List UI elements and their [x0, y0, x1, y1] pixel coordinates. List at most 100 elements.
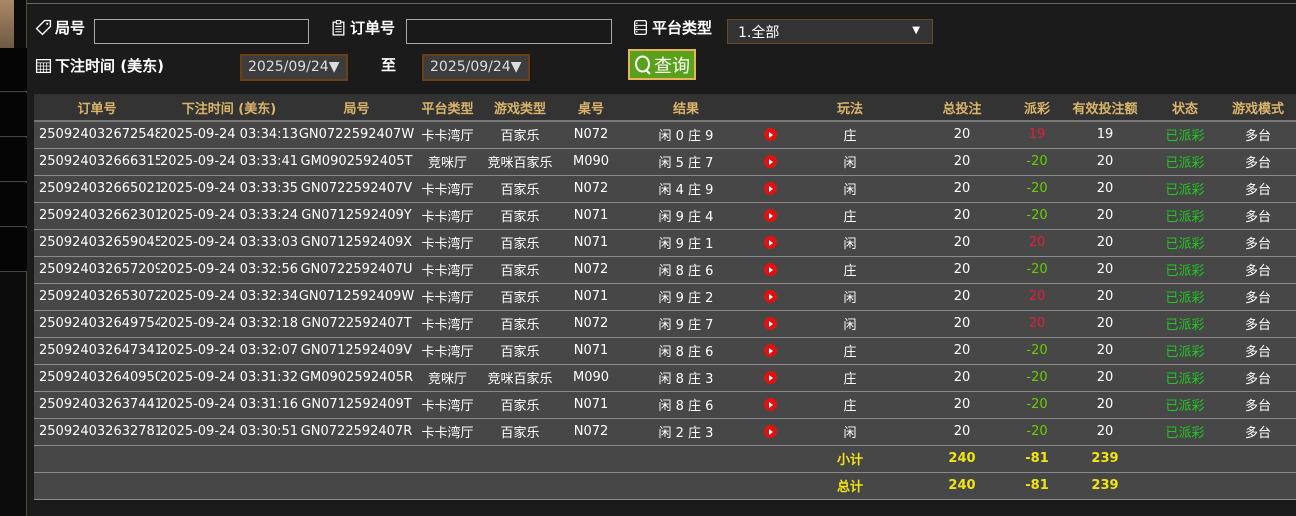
table-row[interactable]: 250924032665021 2025-09-24 03:33:35 GN0722… [34, 175, 1296, 203]
play-cell[interactable] [750, 175, 790, 203]
date-from-picker[interactable]: 2025/09/24▼ [240, 54, 348, 81]
play-video-icon[interactable] [763, 290, 777, 303]
search-icon [635, 55, 651, 75]
platform-select[interactable]: 1.全部 ▼ [727, 19, 933, 44]
payout-cell: 20 [1014, 310, 1060, 338]
game-mode-cell: 多台 [1220, 202, 1296, 230]
subtotal-cell [34, 445, 160, 473]
game-mode-cell: 多台 [1220, 310, 1296, 338]
game-mode-cell: 多台 [1220, 391, 1296, 419]
play-cell[interactable] [750, 283, 790, 311]
sidebar-tab[interactable] [0, 138, 27, 182]
payout-cell: -20 [1014, 391, 1060, 419]
column-header: 状态 [1150, 94, 1220, 122]
play-video-icon[interactable] [763, 182, 777, 195]
table-row[interactable]: 250924032672548 2025-09-24 03:34:13 GN0722… [34, 121, 1296, 149]
status-cell: 已派彩 [1150, 418, 1220, 446]
order-input[interactable] [406, 19, 612, 44]
subtotal-cell [1220, 445, 1296, 473]
game-mode-cell: 多台 [1220, 121, 1296, 149]
round-input[interactable] [94, 19, 309, 44]
table-row[interactable]: 250924032653072 2025-09-24 03:32:34 GN0712… [34, 283, 1296, 311]
result-cell: 闲 5 庄 7 [622, 148, 750, 176]
play-cell[interactable] [750, 418, 790, 446]
sidebar-active-tab[interactable] [0, 0, 14, 48]
table-row[interactable]: 250924032632781 2025-09-24 03:30:51 GN0722… [34, 418, 1296, 446]
table-row[interactable]: 250924032659045 2025-09-24 03:33:03 GN0712… [34, 229, 1296, 257]
play-video-icon[interactable] [763, 425, 777, 438]
status-cell: 已派彩 [1150, 148, 1220, 176]
play-cell[interactable] [750, 310, 790, 338]
total-bet-cell: 20 [910, 283, 1014, 311]
table-id-cell: M090 [560, 148, 622, 176]
query-button[interactable]: 查询 [628, 49, 696, 80]
payout-cell: 19 [1014, 121, 1060, 149]
play-cell[interactable] [750, 364, 790, 392]
game-type-cell: 竞咪百家乐 [480, 148, 560, 176]
play-video-icon[interactable] [763, 344, 777, 357]
play-video-icon[interactable] [763, 128, 777, 142]
table-row[interactable]: 250924032637441 2025-09-24 03:31:16 GN0712… [34, 391, 1296, 419]
play-video-icon[interactable] [763, 371, 777, 384]
sidebar-tab[interactable] [0, 183, 27, 227]
game-mode-cell: 多台 [1220, 229, 1296, 257]
play-video-icon[interactable] [763, 236, 777, 249]
platform-cell: 卡卡湾厅 [415, 418, 480, 446]
valid-bet-cell: 20 [1060, 418, 1150, 446]
bet-type-cell: 闲 [790, 175, 910, 203]
date-to-picker[interactable]: 2025/09/24▼ [422, 54, 530, 81]
payout-cell: -20 [1014, 175, 1060, 203]
bet-type-cell: 庄 [790, 202, 910, 230]
payout-cell: 20 [1014, 283, 1060, 311]
play-video-icon[interactable] [763, 155, 777, 168]
play-cell[interactable] [750, 202, 790, 230]
clipboard-icon [332, 20, 345, 36]
play-cell[interactable] [750, 256, 790, 284]
table-id-cell: N071 [560, 337, 622, 365]
server-icon [634, 19, 647, 36]
bet-time-cell: 2025-09-24 03:33:35 [160, 175, 298, 203]
table-row[interactable]: 250924032640950 2025-09-24 03:31:32 GM0902… [34, 364, 1296, 392]
play-cell[interactable] [750, 229, 790, 257]
platform-cell: 卡卡湾厅 [415, 121, 480, 149]
play-video-icon[interactable] [763, 317, 777, 330]
sidebar-tab[interactable] [0, 93, 27, 137]
column-header: 订单号 [34, 94, 160, 122]
table-row[interactable]: 250924032666315 2025-09-24 03:33:41 GM0902… [34, 148, 1296, 176]
platform-cell: 卡卡湾厅 [415, 337, 480, 365]
table-row[interactable]: 250924032647341 2025-09-24 03:32:07 GN0712… [34, 337, 1296, 365]
sidebar-tab[interactable] [0, 48, 27, 92]
round-id-cell: GN0712592409X [298, 229, 415, 257]
platform-cell: 卡卡湾厅 [415, 391, 480, 419]
payout-cell: -20 [1014, 418, 1060, 446]
play-video-icon[interactable] [763, 209, 777, 222]
sidebar-tab[interactable] [0, 228, 27, 272]
game-type-cell: 竞咪百家乐 [480, 364, 560, 392]
round-id-cell: GM0902592405R [298, 364, 415, 392]
status-cell: 已派彩 [1150, 337, 1220, 365]
result-cell: 闲 4 庄 9 [622, 175, 750, 203]
to-label: 至 [381, 56, 397, 74]
play-video-icon[interactable] [763, 263, 777, 276]
total-cell: 总计 [790, 472, 910, 500]
round-id-cell: GN0722592407T [298, 310, 415, 338]
play-cell[interactable] [750, 148, 790, 176]
table-row[interactable]: 250924032662301 2025-09-24 03:33:24 GN0712… [34, 202, 1296, 230]
table-id-cell: N071 [560, 391, 622, 419]
total-bet-cell: 20 [910, 391, 1014, 419]
play-cell[interactable] [750, 337, 790, 365]
table-row[interactable]: 250924032657209 2025-09-24 03:32:56 GN0722… [34, 256, 1296, 284]
table-row[interactable]: 250924032649754 2025-09-24 03:32:18 GN0722… [34, 310, 1296, 338]
game-type-cell: 百家乐 [480, 202, 560, 230]
round-id-cell: GN0712592409W [298, 283, 415, 311]
bet-time-cell: 2025-09-24 03:33:03 [160, 229, 298, 257]
valid-bet-cell: 20 [1060, 391, 1150, 419]
play-cell[interactable] [750, 391, 790, 419]
column-header: 游戏模式 [1220, 94, 1296, 122]
dropdown-arrow-icon: ▼ [912, 25, 920, 36]
play-video-icon[interactable] [763, 398, 777, 411]
column-header: 派彩 [1014, 94, 1060, 122]
game-type-cell: 百家乐 [480, 229, 560, 257]
play-cell[interactable] [750, 121, 790, 149]
platform-cell: 卡卡湾厅 [415, 256, 480, 284]
